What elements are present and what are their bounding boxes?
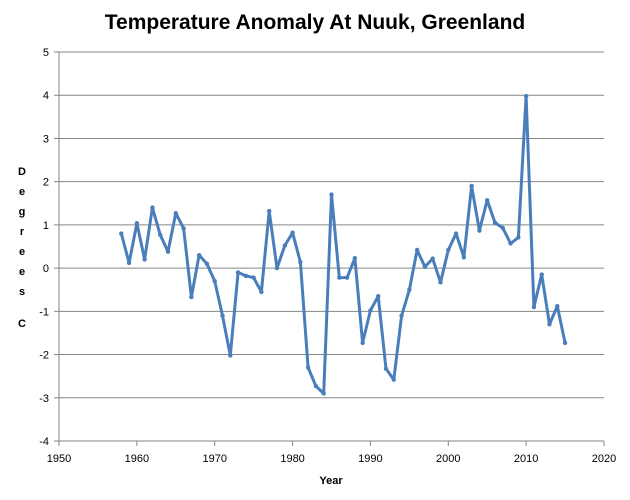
data-point (267, 208, 272, 214)
y-axis-title-unit: C (18, 318, 26, 330)
data-point (422, 264, 428, 270)
data-point (196, 252, 202, 258)
data-point (337, 275, 342, 280)
data-point (119, 231, 124, 236)
data-point (352, 255, 358, 261)
x-tick-label: 1960 (125, 453, 149, 465)
y-axis-title-letter: e (19, 186, 25, 198)
data-point (274, 265, 280, 271)
data-point (360, 340, 365, 346)
data-point (547, 322, 552, 327)
x-tick-label: 1980 (280, 453, 304, 465)
data-point (391, 377, 396, 382)
data-point (446, 247, 451, 253)
data-point (235, 270, 241, 275)
data-point (313, 383, 319, 389)
data-point (251, 275, 256, 280)
data-point (204, 261, 210, 266)
y-tick-label: 2 (43, 177, 49, 189)
data-point (165, 249, 171, 254)
x-tick-labels: 1950 1960 1970 1980 1990 2000 2010 2020 (47, 453, 616, 465)
data-point (228, 353, 233, 358)
y-tick-label: 4 (43, 90, 49, 102)
y-tick-label: 3 (43, 133, 49, 145)
y-axis-title-letter: r (20, 226, 25, 238)
data-point (562, 340, 568, 346)
data-point (212, 278, 217, 284)
data-point (430, 256, 435, 261)
data-point (173, 211, 178, 216)
data-point (500, 225, 505, 231)
y-axis-title-letter: D (18, 166, 26, 178)
data-point (531, 304, 537, 310)
x-tick-label: 1950 (47, 453, 71, 465)
data-point (305, 365, 311, 370)
x-axis-title: Year (319, 475, 343, 487)
data-point (298, 259, 303, 265)
data-point (150, 205, 155, 210)
data-point (189, 294, 194, 300)
chart-title: Temperature Anomaly At Nuuk, Greenland (105, 11, 525, 34)
x-tick-label: 2000 (436, 453, 460, 465)
data-point (282, 243, 287, 248)
data-point (461, 255, 467, 260)
data-point (407, 287, 412, 292)
y-axis-title-letter: e (19, 266, 25, 278)
data-point (181, 226, 186, 231)
axes (54, 51, 605, 446)
data-point (555, 303, 560, 309)
data-point (134, 220, 140, 226)
y-tick-label: -3 (39, 393, 49, 405)
data-point (469, 183, 474, 189)
data-point (414, 247, 420, 253)
y-tick-labels: -4 -3 -2 -1 0 1 2 3 4 5 (39, 47, 49, 448)
data-point (376, 294, 381, 299)
y-axis-title-letter: g (19, 206, 26, 218)
data-point (368, 308, 373, 313)
data-point (539, 272, 544, 277)
data-point (477, 228, 482, 233)
data-point (243, 273, 249, 279)
series-layer (119, 93, 568, 396)
y-axis-title-letter: s (19, 286, 25, 298)
x-tick-label: 2010 (514, 453, 538, 465)
data-point (508, 241, 513, 246)
y-tick-label: -2 (39, 350, 49, 362)
y-axis-title-letter: e (19, 246, 25, 258)
x-tick-label: 2020 (592, 453, 616, 465)
data-point (126, 260, 132, 266)
y-tick-label: -4 (39, 436, 49, 448)
data-point (259, 289, 264, 295)
x-tick-label: 1970 (202, 453, 226, 465)
data-point (329, 192, 334, 197)
y-tick-label: 0 (43, 263, 49, 275)
data-point (523, 93, 529, 99)
data-point (142, 257, 147, 262)
data-point (220, 313, 225, 318)
data-point (492, 220, 498, 225)
data-point (399, 313, 404, 318)
data-point (485, 198, 490, 203)
x-tick-label: 1990 (358, 453, 382, 465)
series-line (119, 94, 567, 395)
data-point (453, 231, 459, 236)
data-point (158, 232, 163, 238)
data-point (383, 366, 389, 372)
y-tick-label: -1 (39, 306, 49, 318)
data-point (344, 275, 350, 280)
data-point (290, 230, 295, 235)
data-point (516, 235, 521, 240)
data-point (438, 280, 443, 285)
y-tick-label: 5 (43, 47, 49, 59)
data-point (321, 391, 326, 396)
y-tick-label: 1 (43, 220, 49, 232)
